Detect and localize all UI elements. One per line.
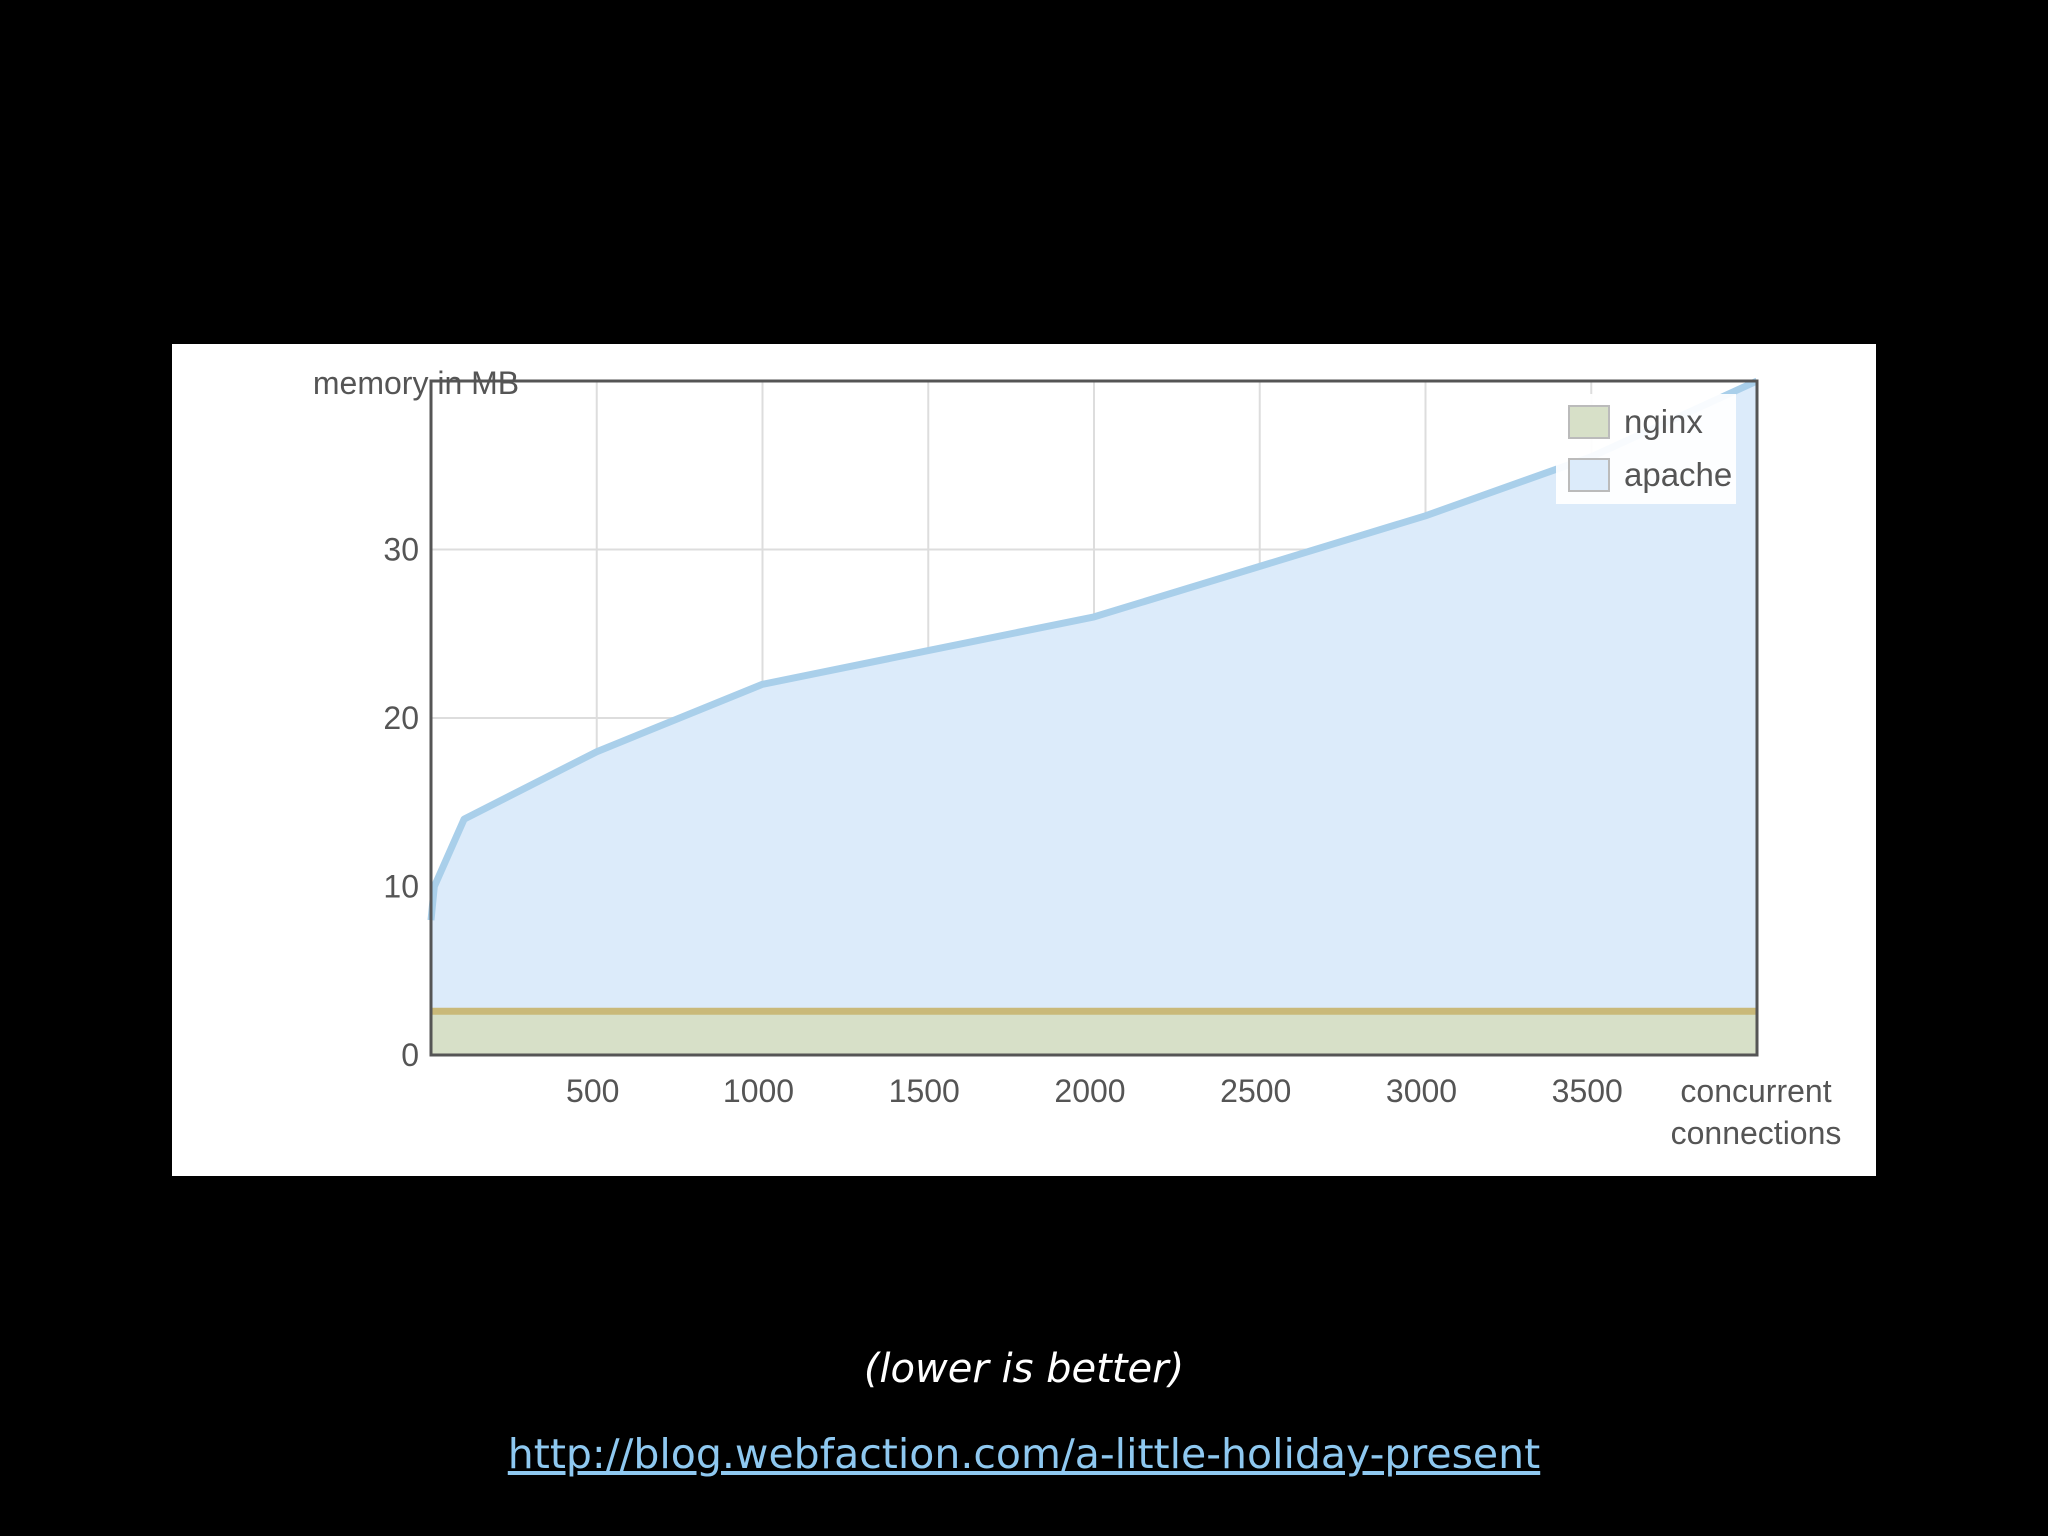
nginx-area: [431, 1011, 1757, 1055]
memory-chart: 500 1000 1500 2000 2500 3000 3500 0 10 20 30 memor…: [313, 365, 1842, 1151]
x-tick-label-3000: 3000: [1386, 1073, 1457, 1109]
source-link[interactable]: http://blog.webfaction.com/a-little-holi…: [507, 1430, 1541, 1478]
y-tick-label-30: 30: [383, 532, 419, 568]
legend-swatch-nginx: [1568, 405, 1610, 439]
plot-frame: [429, 379, 1759, 1057]
legend-label-apache: apache: [1624, 456, 1732, 493]
y-axis-title: memory in MB: [313, 365, 519, 401]
x-tick-label-1500: 1500: [889, 1073, 960, 1109]
apache-line: [427, 377, 1759, 921]
x-tick-label-2000: 2000: [1054, 1073, 1125, 1109]
y-tick-label-20: 20: [383, 700, 419, 736]
y-tick-label-10: 10: [383, 869, 419, 905]
y-tick-label-0: 0: [401, 1037, 419, 1073]
chart-legend: nginx apache: [1556, 394, 1736, 504]
legend-label-nginx: nginx: [1624, 403, 1703, 440]
chart-panel: 500 1000 1500 2000 2500 3000 3500 0 10 20 30 memor…: [172, 344, 1876, 1176]
caption: (lower is better): [863, 1346, 1185, 1392]
x-tick-label-2500: 2500: [1220, 1073, 1291, 1109]
x-tick-label-500: 500: [566, 1073, 619, 1109]
legend-swatch-apache: [1568, 458, 1610, 492]
x-tick-label-3500: 3500: [1552, 1073, 1623, 1109]
x-axis-title-line-2: connections: [1671, 1115, 1842, 1151]
apache-area: [431, 381, 1757, 1055]
x-tick-label-1000: 1000: [723, 1073, 794, 1109]
x-axis-title-line-1: concurrent: [1680, 1073, 1831, 1109]
source-link-container: http://blog.webfaction.com/a-little-holi…: [0, 1430, 2048, 1478]
